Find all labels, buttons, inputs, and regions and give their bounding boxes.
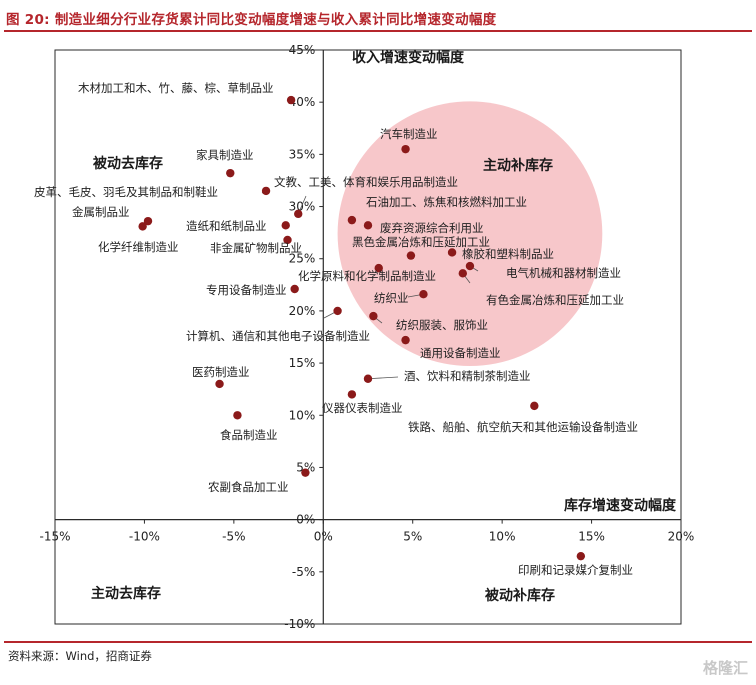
- data-point: [347, 390, 357, 399]
- x-tick-label: 10%: [489, 530, 516, 544]
- y-tick-label: -10%: [284, 617, 315, 631]
- y-tick-label: 10%: [289, 408, 316, 422]
- y-tick-label: 0%: [296, 513, 315, 527]
- point-label: 仪器仪表制造业: [322, 401, 403, 415]
- plot-frame: [54, 49, 682, 625]
- y-tick-label: -5%: [292, 565, 315, 579]
- x-tick-label: 5%: [403, 530, 422, 544]
- point-label: 化学原料和化学制品制造业: [298, 269, 436, 283]
- point-label: 非金属矿物制品业: [210, 241, 302, 255]
- figure-title: 图 20: 制造业细分行业存货累计同比变动幅度增速与收入累计同比增速变动幅度: [6, 12, 497, 28]
- point-label: 纺织服装、服饰业: [396, 318, 488, 332]
- quadrant-label: 被动补库存: [485, 587, 555, 604]
- data-point: [290, 284, 299, 294]
- point-label: 废弃资源综合利用业: [380, 221, 484, 235]
- point-label: 木材加工和木、竹、藤、棕、草制品业: [78, 81, 274, 95]
- y-tick-label: 5%: [296, 460, 315, 474]
- point-label: 黑色金属冶炼和压延加工业: [352, 235, 490, 249]
- data-point: [363, 221, 373, 230]
- point-label: 医药制造业: [192, 365, 250, 379]
- y-tick-label: 30%: [289, 200, 316, 214]
- data-point: [283, 235, 292, 245]
- watermark: 格隆汇: [702, 659, 748, 677]
- point-label: 文教、工美、体育和娱乐用品制造业: [274, 175, 458, 189]
- x-tick-label: 20%: [668, 530, 695, 544]
- data-point: [419, 290, 428, 299]
- x-axis-title: 库存增速变动幅度: [564, 497, 677, 514]
- data-point: [576, 551, 586, 561]
- x-tick-label: 0%: [314, 530, 333, 544]
- top-rule: [4, 30, 752, 32]
- data-point: [286, 95, 296, 105]
- data-point: [281, 221, 290, 230]
- point-label: 皮革、毛皮、羽毛及其制品和制鞋业: [34, 185, 218, 199]
- y-tick-label: 45%: [289, 43, 316, 57]
- data-point: [138, 222, 147, 231]
- data-point: [333, 306, 342, 316]
- point-label: 专用设备制造业: [206, 283, 287, 297]
- point-label: 酒、饮料和精制茶制造业: [404, 369, 531, 383]
- data-point: [363, 374, 373, 383]
- leader-line: [367, 376, 399, 380]
- point-label: 石油加工、炼焦和核燃料加工业: [366, 195, 527, 209]
- point-label: 化学纤维制造业: [98, 240, 179, 254]
- point-label: 金属制品业: [72, 205, 130, 219]
- data-point: [401, 335, 410, 345]
- point-label: 印刷和记录媒介复制业: [518, 563, 633, 577]
- y-tick-label: 35%: [289, 147, 316, 161]
- point-label: 造纸和纸制品业: [186, 219, 267, 233]
- data-point: [301, 468, 310, 477]
- x-tick-label: -15%: [39, 530, 70, 544]
- point-label: 计算机、通信和其他电子设备制造业: [186, 329, 370, 343]
- data-point: [261, 186, 271, 196]
- y-axis-title: 收入增速变动幅度: [352, 49, 465, 66]
- data-point: [347, 215, 357, 225]
- x-tick-label: 15%: [578, 530, 605, 544]
- data-point: [226, 168, 235, 178]
- point-label: 农副食品加工业: [208, 480, 289, 494]
- point-label: 铁路、船舶、航空航天和其他运输设备制造业: [408, 420, 638, 434]
- data-point: [401, 144, 410, 154]
- data-point: [374, 263, 383, 273]
- x-tick-label: -10%: [129, 530, 160, 544]
- data-point: [447, 248, 457, 257]
- quadrant-label: 被动去库存: [93, 155, 163, 172]
- point-label: 有色金属冶炼和压延加工业: [486, 293, 624, 307]
- bottom-rule: [4, 641, 752, 643]
- y-tick-label: 25%: [289, 252, 316, 266]
- x-tick-label: -5%: [222, 530, 245, 544]
- data-point: [143, 216, 153, 226]
- point-label: 通用设备制造业: [420, 346, 501, 360]
- point-label: 纺织业: [374, 291, 409, 305]
- y-tick-label: 20%: [289, 304, 316, 318]
- data-point: [530, 401, 539, 411]
- point-label: 家具制造业: [196, 148, 254, 162]
- y-tick-label: 15%: [289, 356, 316, 370]
- data-point: [215, 379, 224, 389]
- data-point: [458, 269, 467, 278]
- quadrant-label: 主动去库存: [91, 585, 161, 602]
- data-point: [294, 209, 303, 219]
- data-point: [465, 261, 475, 271]
- point-label: 电气机械和器材制造业: [506, 266, 621, 280]
- data-point: [233, 411, 242, 420]
- point-label: 食品制造业: [220, 428, 278, 442]
- point-label: 汽车制造业: [380, 127, 438, 141]
- y-tick-label: 40%: [289, 95, 316, 109]
- highlight-circle: [337, 101, 603, 367]
- point-label: 橡胶和塑料制品业: [462, 247, 554, 261]
- source-note: 资料来源：Wind，招商证券: [8, 649, 152, 663]
- data-point: [369, 311, 378, 321]
- quadrant-label: 主动补库存: [483, 157, 553, 174]
- data-point: [406, 251, 416, 260]
